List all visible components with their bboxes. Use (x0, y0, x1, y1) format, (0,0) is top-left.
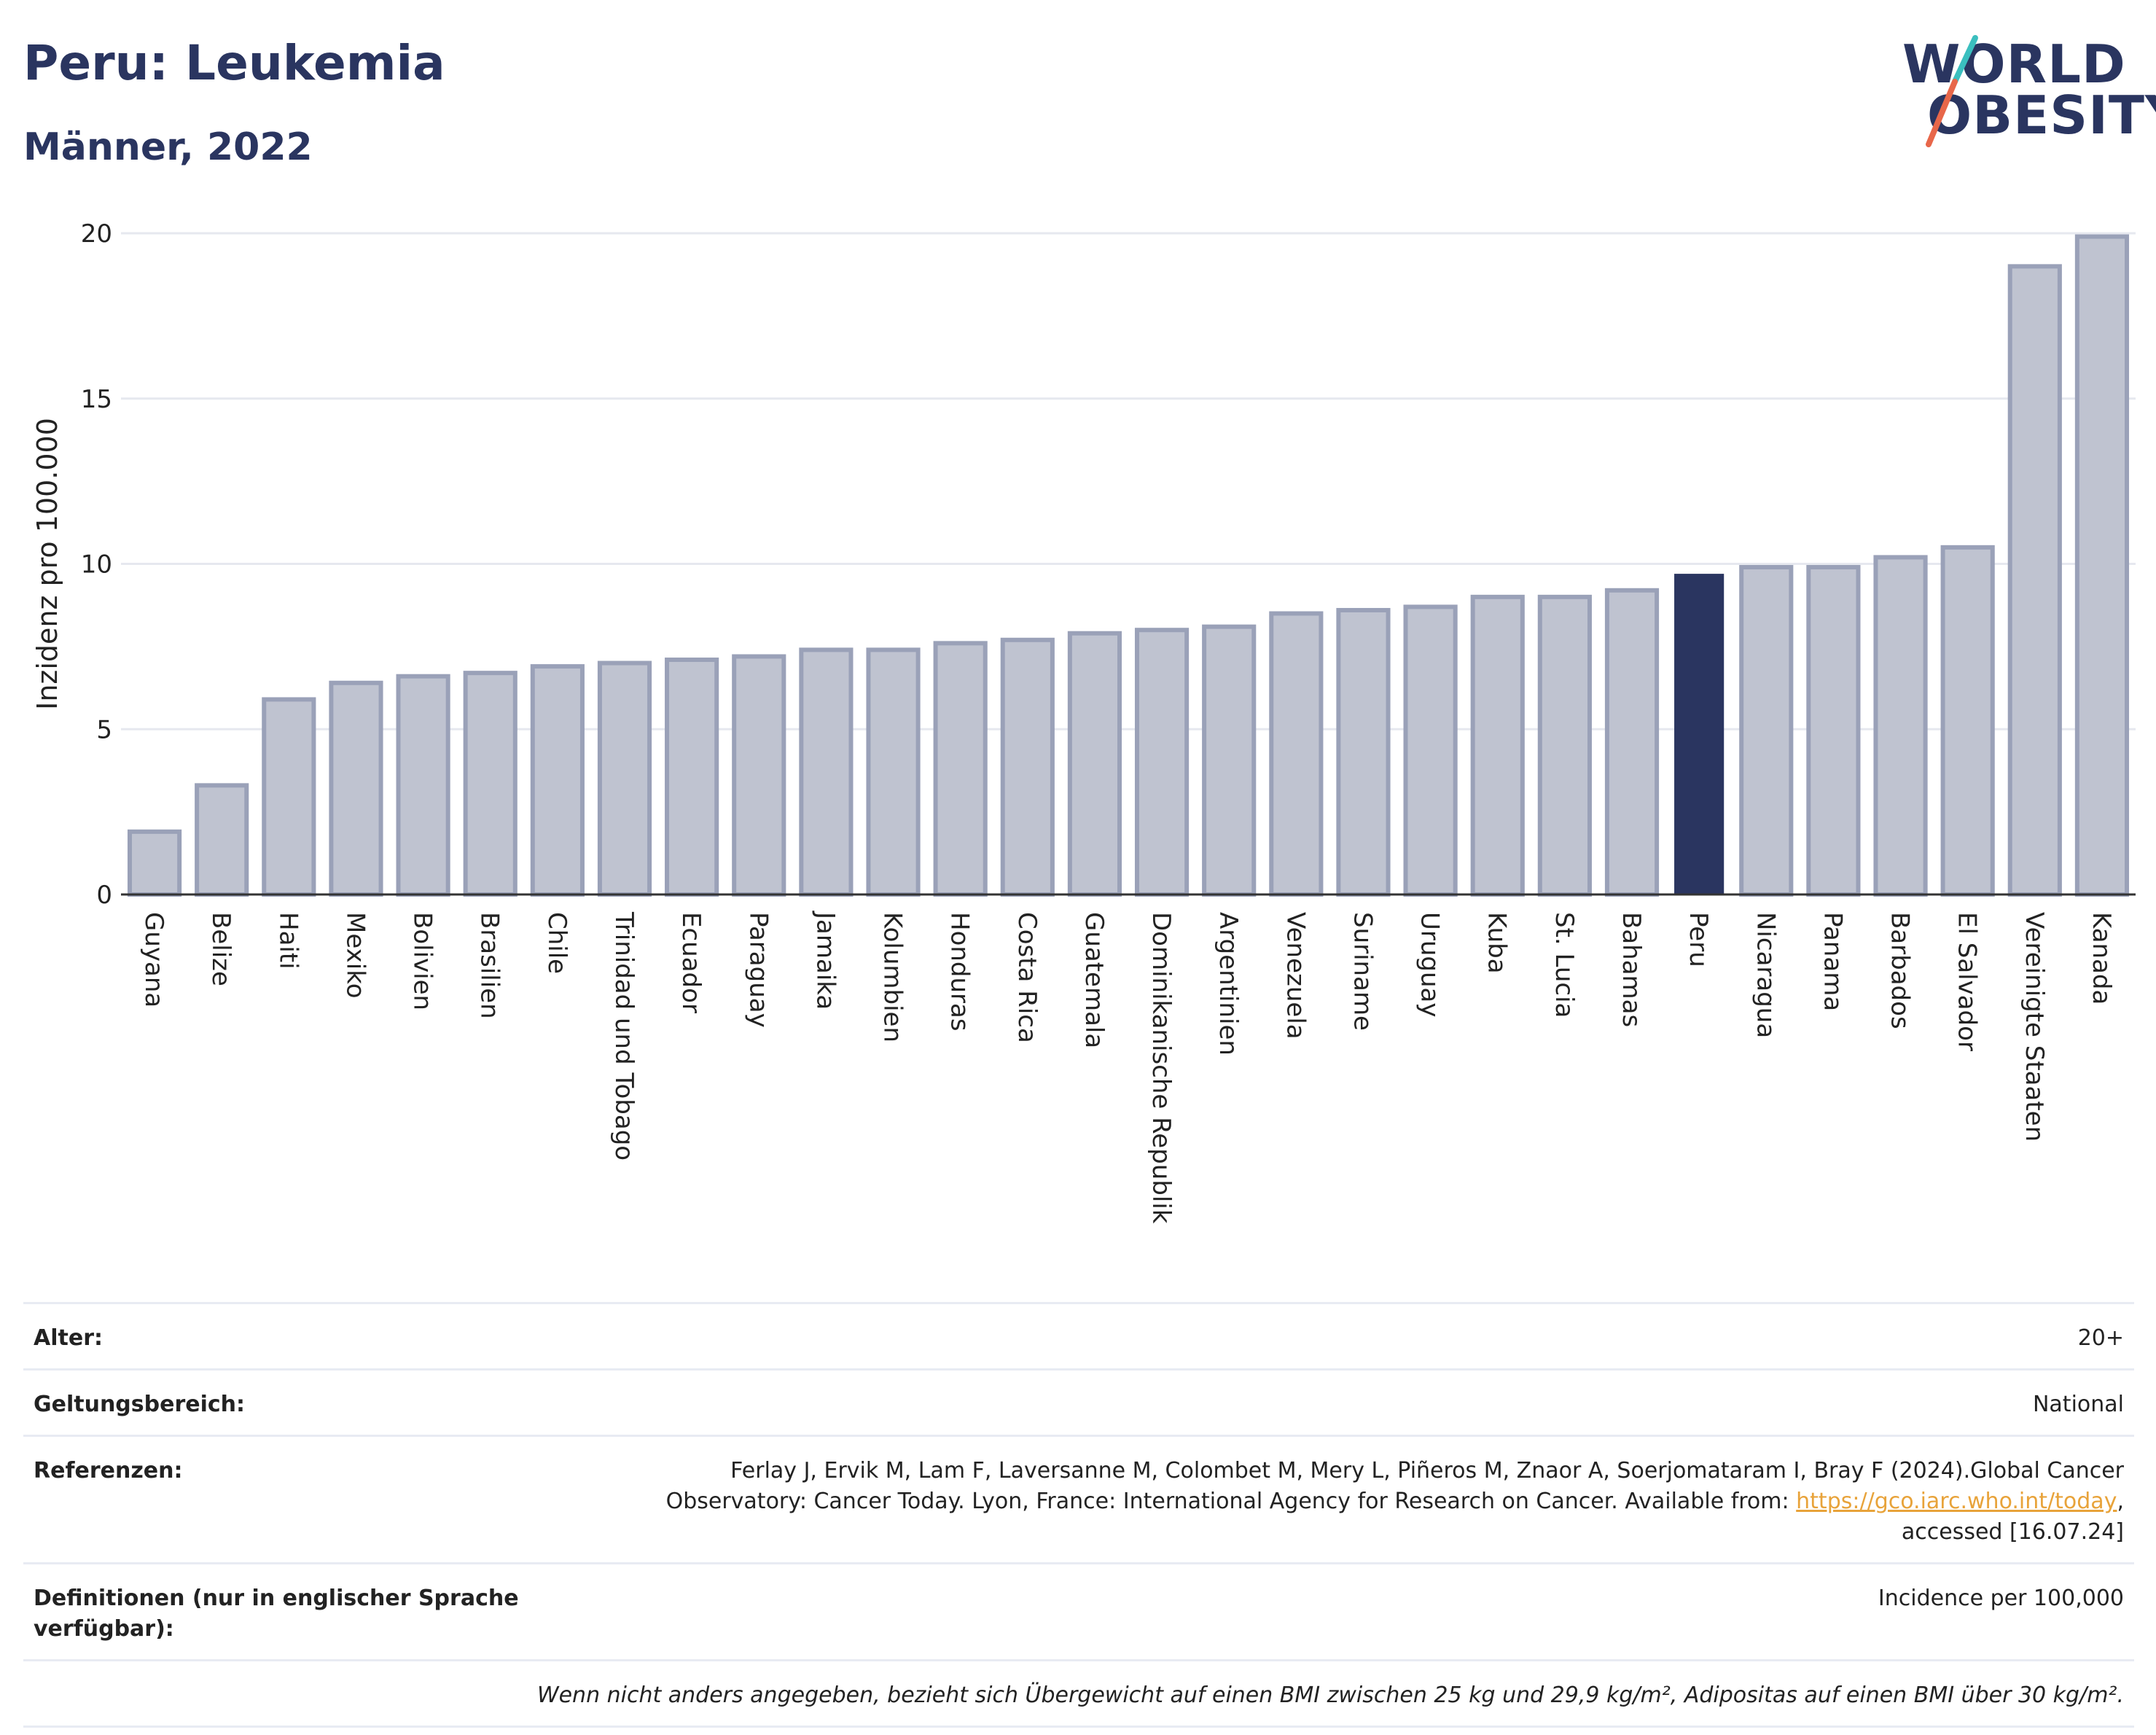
references-link[interactable]: https://gco.iarc.who.int/today (1796, 1489, 2117, 1514)
age-value: 20+ (2077, 1325, 2124, 1351)
bar-kolumbien (866, 647, 921, 897)
x-tick-label: El Salvador (1953, 912, 1982, 1051)
logo-line-1: WORLD (1902, 34, 2126, 95)
references-value: Ferlay J, Ervik M, Lam F, Laversanne M, … (593, 1456, 2124, 1548)
x-tick-label: Bahamas (1617, 912, 1646, 1027)
bar-haiti (262, 697, 316, 897)
bar-kuba (1470, 594, 1525, 897)
x-tick-label: Haiti (273, 912, 302, 970)
bar-mexiko (329, 680, 383, 897)
bar-guatemala (1067, 631, 1122, 897)
scope-label: Geltungsbereich: (34, 1392, 246, 1417)
bar-el-salvador (1940, 545, 1995, 897)
world-obesity-logo: WORLD OBESITY (1895, 29, 2156, 153)
info-row-references: Referenzen: Ferlay J, Ervik M, Lam F, La… (23, 1435, 2134, 1562)
x-tick-label: St. Lucia (1550, 912, 1579, 1018)
bar-panama (1806, 565, 1861, 897)
footnote: Wenn nicht anders angegeben, bezieht sic… (536, 1683, 2124, 1708)
x-tick-label: Paraguay (743, 912, 773, 1028)
x-tick-label: Guyana (139, 912, 168, 1007)
x-tick-label: Guatemala (1079, 912, 1109, 1048)
bar-chart: 0 5 10 15 20 Inzidenz pro 100.000 Guyana Belize… (31, 219, 2136, 1224)
bar-nicaragua (1739, 565, 1794, 897)
references-accessed: , accessed [16.07.24] (1901, 1489, 2124, 1545)
references-text: Ferlay J, Ervik M, Lam F, Laversanne M, … (665, 1458, 2124, 1514)
x-tick-label: Kuba (1483, 912, 1512, 974)
x-tick-label: Suriname (1348, 912, 1377, 1031)
bar-vereinigte-staaten (2007, 264, 2062, 897)
y-tick-label: 10 (81, 550, 112, 580)
x-tick-label: Nicaragua (1751, 912, 1780, 1038)
x-tick-label: Uruguay (1415, 912, 1445, 1018)
bar-ecuador (665, 658, 719, 897)
x-tick-label: Brasilien (475, 912, 504, 1019)
y-tick-label: 20 (81, 219, 112, 249)
age-label: Alter: (34, 1325, 103, 1351)
x-tick-label: Honduras (945, 912, 975, 1032)
y-tick-label: 5 (96, 715, 112, 744)
bar-dominikanische-republik (1134, 628, 1190, 897)
y-tick-label: 15 (81, 385, 112, 414)
x-tick-label: Bolivien (408, 912, 437, 1010)
x-tick-label: Jamaika (811, 911, 840, 1010)
x-tick-label: Vereinigte Staaten (2020, 912, 2049, 1142)
x-tick-label: Dominikanische Republik (1147, 912, 1176, 1224)
bar-trinidad-und-tobago (597, 660, 652, 897)
bar-jamaika (799, 647, 854, 897)
page-subtitle: Männer, 2022 (23, 125, 313, 169)
x-tick-label: Belize (206, 912, 235, 986)
info-row-age: Alter: 20+ (23, 1302, 2134, 1368)
bar-st-lucia (1537, 594, 1592, 897)
x-tick-label: Mexiko (340, 912, 370, 999)
x-tick-label: Kanada (2087, 912, 2116, 1005)
bar-venezuela (1269, 611, 1324, 897)
bar-suriname (1336, 607, 1391, 897)
x-tick-label: Panama (1818, 912, 1847, 1011)
x-tick-label: Trinidad und Tobago (609, 911, 638, 1161)
bar-bolivien (396, 674, 450, 897)
bar-uruguay (1403, 604, 1458, 897)
bar-honduras (933, 641, 988, 897)
y-axis-title: Inzidenz pro 100.000 (31, 418, 63, 710)
x-tick-label: Peru (1684, 912, 1713, 967)
x-tick-label: Chile (542, 912, 571, 974)
info-table: Alter: 20+ Geltungsbereich: National Ref… (23, 1302, 2134, 1728)
bar-barbados (1873, 555, 1928, 897)
bar-peru (1674, 574, 1725, 894)
info-row-definitions: Definitionen (nur in englischer Sprache … (23, 1562, 2134, 1659)
bar-costa-rica (1000, 637, 1055, 897)
x-tick-label: Costa Rica (1012, 912, 1042, 1043)
y-tick-label: 0 (96, 881, 112, 910)
page-title: Peru: Leukemia (23, 35, 445, 91)
x-tick-label: Barbados (1886, 912, 1915, 1029)
definitions-value: Incidence per 100,000 (1878, 1586, 2124, 1611)
scope-value: National (2032, 1392, 2124, 1417)
bar-bahamas (1604, 588, 1660, 897)
x-tick-label: Ecuador (676, 912, 706, 1013)
x-tick-label: Kolumbien (878, 912, 907, 1042)
definitions-label: Definitionen (nur in englischer Sprache … (34, 1586, 519, 1642)
references-label: Referenzen: (34, 1458, 183, 1483)
logo-line-2: OBESITY (1927, 85, 2156, 146)
bar-paraguay (732, 654, 786, 897)
x-tick-label: Argentinien (1214, 912, 1243, 1056)
bar-kanada (2074, 234, 2130, 897)
info-row-scope: Geltungsbereich: National (23, 1368, 2134, 1435)
x-tick-label: Venezuela (1281, 912, 1310, 1040)
bar-argentinien (1202, 624, 1257, 897)
bar-chile (530, 664, 585, 897)
logo-slash-icon (1926, 35, 1978, 147)
bar-guyana (127, 829, 182, 897)
bar-belize (195, 783, 249, 897)
bar-brasilien (463, 671, 517, 897)
info-row-note: Wenn nicht anders angegeben, bezieht sic… (23, 1659, 2134, 1728)
